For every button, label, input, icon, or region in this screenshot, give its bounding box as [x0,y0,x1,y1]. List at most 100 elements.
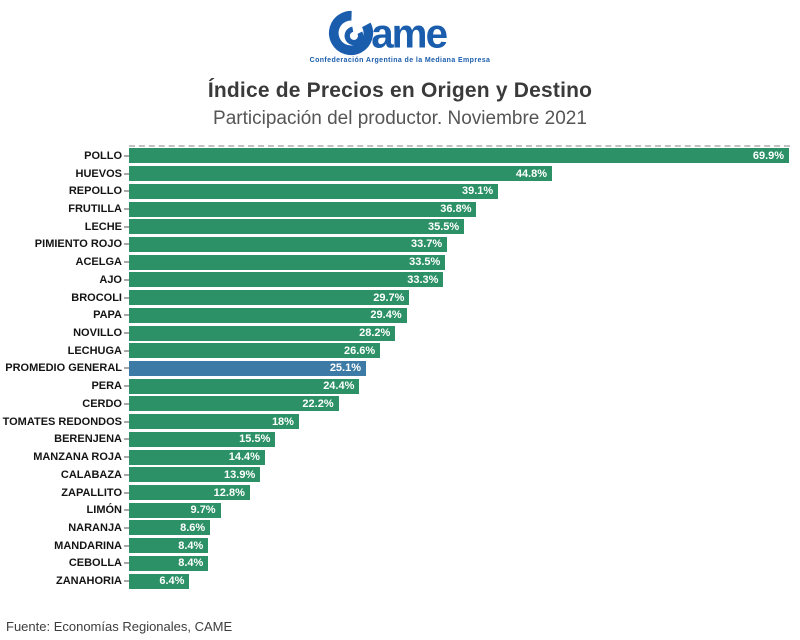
axis-tick [124,402,129,405]
bar-row: AJO 33.3% [0,271,800,289]
came-logo: ame Confederación Argentina de la Median… [310,8,491,64]
bar-row: MANZANA ROJA 14.4% [0,448,800,466]
category-label: CALABAZA [60,468,122,481]
bar-track: 15.5% [129,431,790,447]
axis-tick [124,225,129,228]
bar-row: PERA 24.4% [0,377,800,395]
value-label: 22.2% [302,397,334,410]
value-label: 8.4% [178,539,204,552]
axis-tick [124,172,129,175]
bar-row: LIMÓN 9.7% [0,501,800,519]
bar: 35.5% [129,219,465,235]
bar: 33.7% [129,236,448,252]
svg-text:ame: ame [371,10,447,56]
bar-highlight: 25.1% [129,360,367,376]
category-label: REPOLLO [68,185,122,198]
bar-row: NOVILLO 28.2% [0,324,800,342]
bar-track: 44.8% [129,166,790,182]
logo-tagline: Confederación Argentina de la Mediana Em… [309,57,491,64]
category-label: LECHE [84,220,122,233]
bar-row: PIMIENTO ROJO 33.7% [0,236,800,254]
bar-track: 18% [129,414,790,430]
bar-row: FRUTILLA 36.8% [0,200,800,218]
bar-track: 24.4% [129,378,790,394]
bar-row: REPOLLO 39.1% [0,182,800,200]
bar: 8.4% [129,538,209,554]
bar: 13.9% [129,467,261,483]
bar-track: 28.2% [129,325,790,341]
value-label: 24.4% [323,380,355,393]
value-label: 39.1% [462,185,494,198]
bar-track: 6.4% [129,573,790,589]
bar-track: 8.4% [129,538,790,554]
bar: 26.6% [129,343,381,359]
chart-title: Índice de Precios en Origen y Destino [207,79,593,102]
bar-track: 9.7% [129,502,790,518]
bar-track: 33.7% [129,236,790,252]
category-label: CERDO [82,397,122,410]
bar-row: BROCOLI 29.7% [0,289,800,307]
category-label: MANZANA ROJA [33,451,122,464]
axis-tick [124,367,129,370]
value-label: 33.5% [409,256,441,269]
axis-tick [124,278,129,281]
bar: 15.5% [129,431,276,447]
value-label: 18% [271,415,294,428]
value-label: 8.6% [180,521,206,534]
value-label: 33.3% [407,273,439,286]
value-label: 36.8% [440,203,472,216]
source-note: Fuente: Economías Regionales, CAME [6,619,233,634]
category-label: POLLO [84,149,122,162]
category-label: CEBOLLA [68,557,122,570]
axis-tick [124,456,129,459]
bar-row: MANDARINA 8.4% [0,537,800,555]
category-label: PAPA [93,309,122,322]
axis-tick [124,438,129,441]
category-label: FRUTILLA [68,203,122,216]
bar: 22.2% [129,396,339,412]
category-label: PERA [91,380,122,393]
bar-row: PAPA 29.4% [0,306,800,324]
axis-tick [124,190,129,193]
category-label: LIMÓN [86,504,122,517]
bar: 36.8% [129,201,477,217]
bar-track: 13.9% [129,467,790,483]
axis-tick [124,580,129,583]
value-label: 13.9% [224,468,256,481]
bar-row: NARANJA 8.6% [0,519,800,537]
bar: 14.4% [129,449,265,465]
bar-row: CERDO 22.2% [0,395,800,413]
bar-row: ZAPALLITO 12.8% [0,484,800,502]
bar: 18% [129,414,299,430]
bar-track: 69.9% [129,148,790,164]
value-label: 26.6% [343,344,376,357]
bar-row: TOMATES REDONDOS 18% [0,413,800,431]
bar-row: CEBOLLA 8.4% [0,555,800,573]
axis-tick [124,349,129,352]
bar: 8.4% [129,555,209,571]
bar-row: CALABAZA 13.9% [0,466,800,484]
bar-track: 8.4% [129,555,790,571]
bar: 9.7% [129,502,221,518]
axis-tick [124,385,129,388]
bar: 33.3% [129,272,444,288]
chart-rows: POLLO 69.9% HUEVOS 44.8% REPOLLO 39.1% FRUTILL… [0,147,800,590]
bar-row: BERENJENA 15.5% [0,431,800,449]
axis-tick [124,296,129,299]
came-logo-icon: ame [328,10,450,56]
value-label: 8.4% [178,557,204,570]
bar: 8.6% [129,520,211,536]
bar-track: 8.6% [129,520,790,536]
axis-tick [124,509,129,512]
bar-track: 12.8% [129,485,790,501]
category-label: HUEVOS [75,167,122,180]
axis-tick [124,332,129,335]
axis-tick [124,473,129,476]
bar-row: PROMEDIO GENERAL 25.1% [0,360,800,378]
bar-track: 22.2% [129,396,790,412]
category-label: BROCOLI [71,291,122,304]
value-label: 69.9% [752,149,785,162]
category-label: NOVILLO [73,327,122,340]
bar: 12.8% [129,485,250,501]
bar: 39.1% [129,183,499,199]
